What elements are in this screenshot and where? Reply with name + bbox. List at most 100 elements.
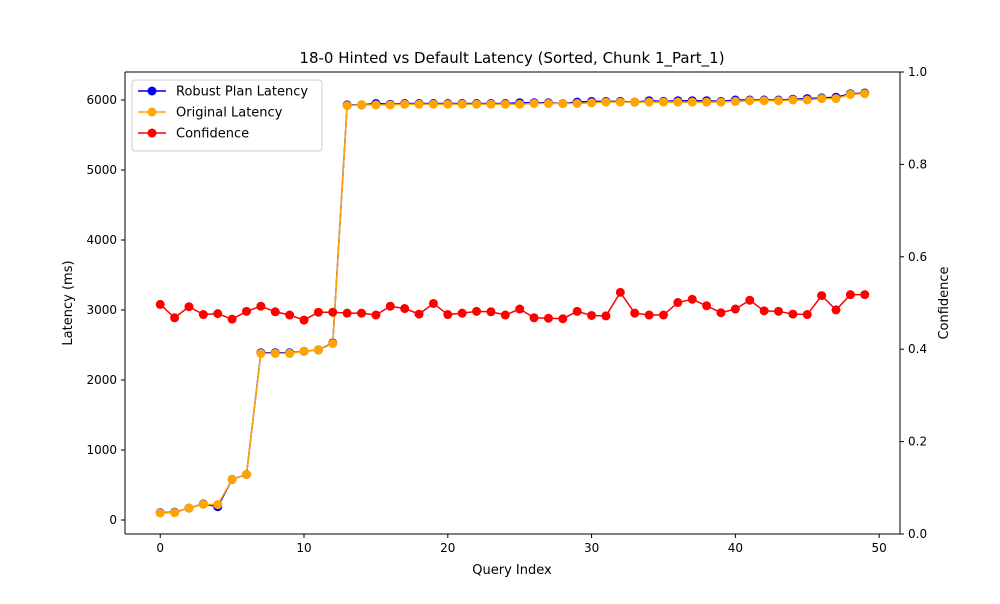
data-point: [198, 310, 208, 320]
data-point: [644, 310, 654, 320]
data-point: [285, 310, 295, 320]
y2-tick-label: 0.8: [908, 157, 927, 171]
data-point: [313, 307, 323, 317]
data-point: [543, 99, 553, 108]
y-tick-label: 4000: [86, 233, 117, 247]
x-tick-label: 0: [156, 541, 164, 555]
data-point: [658, 310, 668, 320]
chart-title: 18-0 Hinted vs Default Latency (Sorted, …: [299, 49, 724, 68]
data-point: [774, 306, 784, 316]
data-point: [457, 99, 467, 109]
data-point: [730, 96, 740, 106]
data-point: [716, 97, 726, 107]
data-point: [687, 294, 697, 304]
data-point: [313, 345, 323, 355]
data-point: [155, 299, 165, 309]
data-point: [615, 97, 625, 107]
data-point: [630, 308, 640, 318]
series-original-latency: [155, 89, 870, 518]
data-point: [443, 310, 453, 320]
data-point: [860, 89, 870, 99]
y-tick-label: 5000: [86, 163, 117, 177]
data-point: [831, 305, 841, 315]
data-point: [730, 304, 740, 314]
data-point: [385, 100, 395, 110]
y-axis-label: Latency (ms): [61, 260, 76, 345]
y2-tick-label: 1.0: [908, 65, 927, 79]
data-point: [601, 97, 611, 107]
series-confidence: [155, 287, 870, 325]
axes: [124, 71, 901, 535]
y-tick-label: 2000: [86, 373, 117, 387]
data-point: [400, 304, 410, 314]
data-point: [515, 99, 525, 109]
data-point: [529, 313, 539, 323]
legend-marker: [147, 128, 157, 138]
data-point: [328, 307, 338, 317]
x-axis-label: Query Index: [472, 563, 552, 578]
data-point: [385, 301, 395, 311]
data-point: [270, 307, 280, 317]
data-point: [285, 348, 295, 358]
data-point: [845, 290, 855, 300]
data-point: [745, 295, 755, 305]
data-point: [788, 95, 798, 105]
y-tick-label: 3000: [86, 303, 117, 317]
data-point: [342, 101, 352, 111]
data-point: [457, 308, 467, 318]
data-point: [601, 311, 611, 321]
data-point: [831, 94, 841, 104]
data-point: [702, 97, 712, 107]
y-tick-label: 6000: [86, 93, 117, 107]
data-point: [299, 346, 309, 356]
legend-label: Robust Plan Latency: [176, 85, 308, 100]
data-point: [256, 301, 266, 311]
y-tick-label: 1000: [86, 443, 117, 457]
data-point: [198, 499, 208, 509]
data-point: [472, 99, 482, 109]
x-tick-label: 20: [440, 541, 455, 555]
data-point: [486, 307, 496, 317]
data-point: [256, 348, 266, 358]
data-point: [572, 306, 582, 316]
data-point: [357, 100, 367, 110]
y2-tick-label: 0.6: [908, 250, 927, 264]
data-point: [155, 508, 165, 518]
data-point: [184, 503, 194, 513]
data-point: [587, 98, 597, 108]
data-point: [241, 470, 251, 479]
legend-box: [131, 79, 323, 152]
data-point: [845, 89, 855, 99]
data-point: [227, 314, 237, 324]
legend-label: Confidence: [176, 127, 249, 142]
legend: Robust Plan Latency Original Latency Confi…: [131, 79, 323, 152]
tick-labels: 0 10 20 30 40 50 0 1000 2000 3000 4000 5000 6000 0.0 0…: [86, 65, 927, 555]
data-point: [241, 306, 251, 316]
data-point: [371, 310, 381, 320]
data-point: [630, 97, 640, 107]
data-point: [400, 99, 410, 109]
data-point: [860, 290, 870, 300]
y2-tick-label: 0.0: [908, 527, 927, 541]
x-tick-label: 10: [296, 541, 311, 555]
legend-label: Original Latency: [176, 106, 283, 121]
data-point: [759, 96, 769, 106]
data-point: [644, 97, 654, 107]
data-point: [170, 508, 180, 518]
data-point: [500, 310, 510, 320]
data-point: [500, 99, 510, 109]
data-point: [299, 315, 309, 325]
data-point: [558, 314, 568, 324]
data-point: [817, 291, 827, 301]
data-point: [658, 97, 668, 107]
data-point: [213, 309, 223, 319]
legend-marker: [147, 107, 157, 117]
data-point: [673, 298, 683, 308]
data-point: [759, 306, 769, 316]
data-point: [673, 97, 683, 107]
data-point: [342, 308, 352, 318]
x-tick-label: 40: [728, 541, 743, 555]
data-point: [515, 304, 525, 314]
